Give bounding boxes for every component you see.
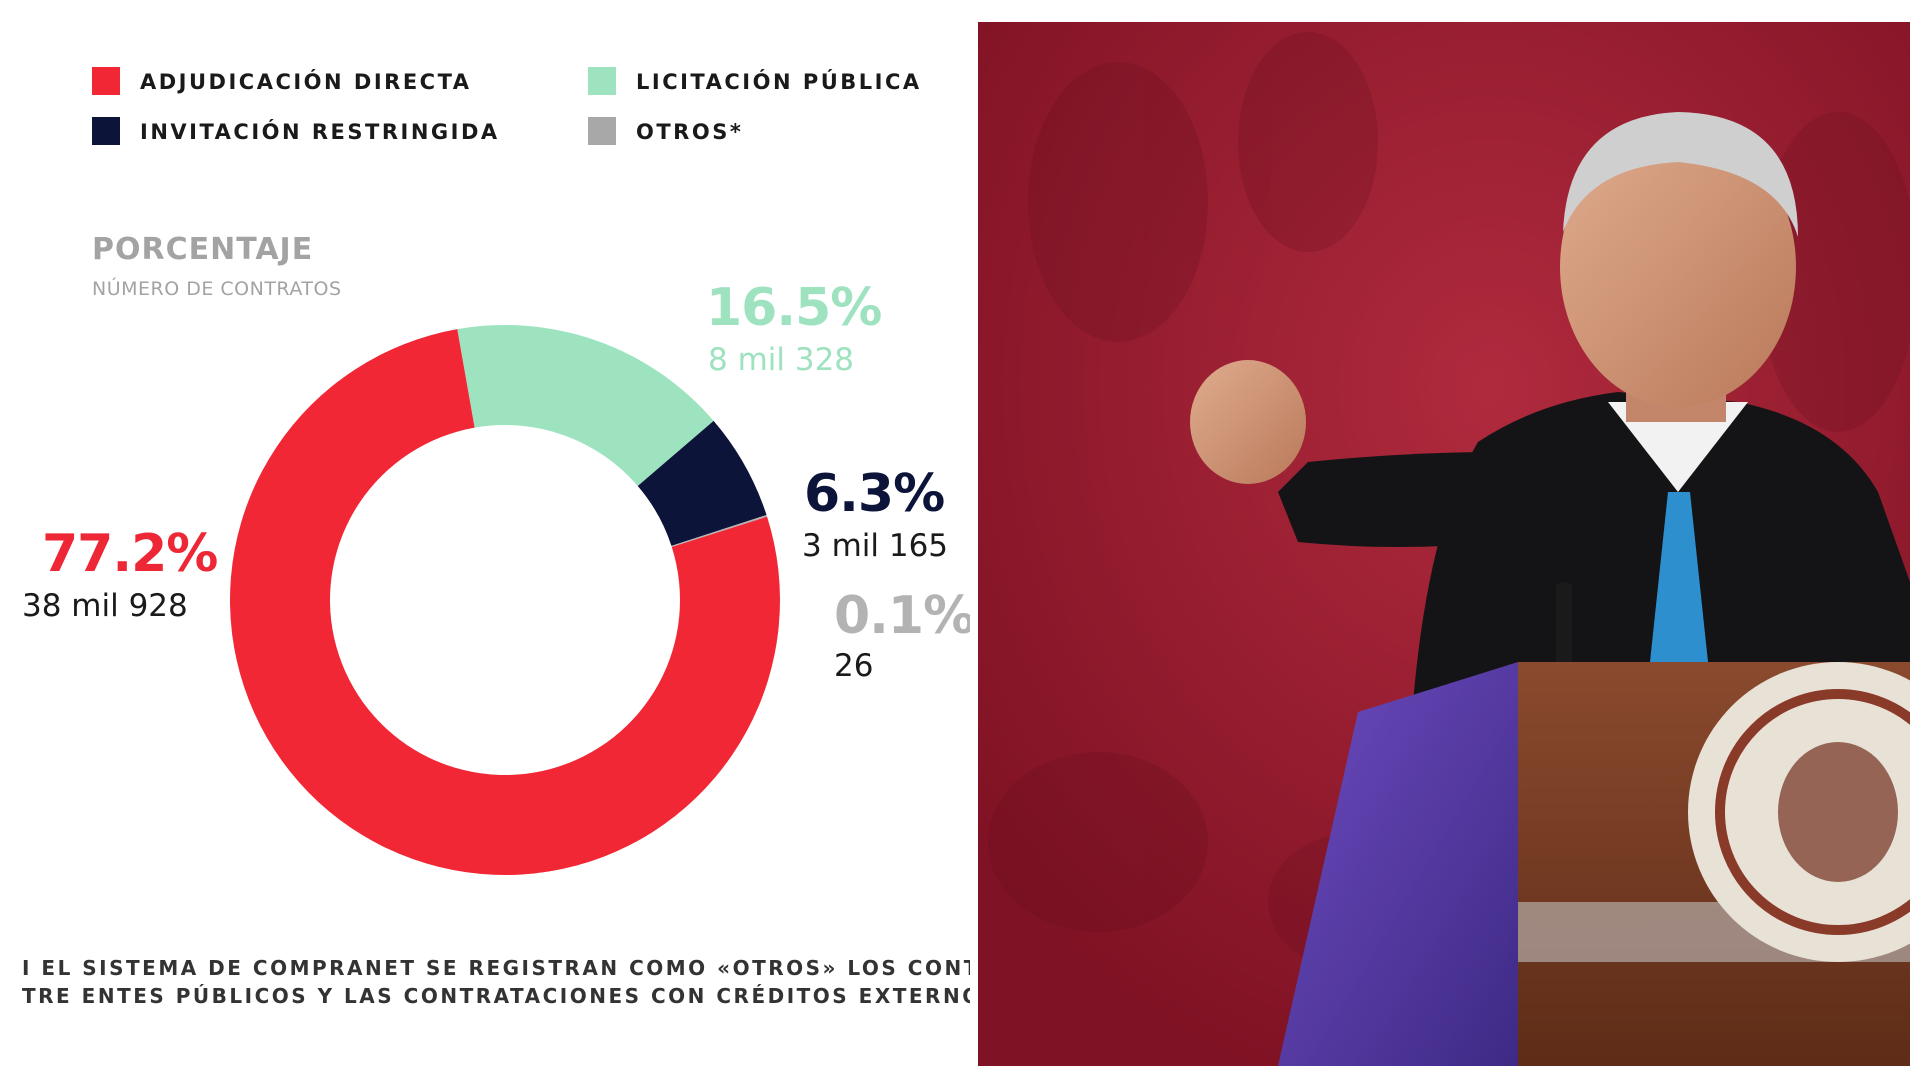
slice-invitacion — [637, 420, 767, 546]
legend-label: ADJUDICACIÓN DIRECTA — [140, 70, 472, 94]
pointing-hand — [1190, 360, 1306, 484]
legend-label: OTROS* — [636, 120, 744, 144]
chart-subtitle: NÚMERO DE CONTRATOS — [92, 278, 342, 300]
footnote-line-2: TRE ENTES PÚBLICOS Y LAS CONTRATACIONES … — [22, 984, 970, 1008]
legend-label: LICITACIÓN PÚBLICA — [636, 70, 922, 94]
slice-count-adjudicacion: 38 mil 928 — [22, 588, 188, 624]
slice-percent-invitacion: 6.3% — [804, 464, 945, 524]
slice-licitacion — [457, 325, 714, 486]
legend-swatch — [588, 67, 616, 95]
slice-count-licitacion: 8 mil 328 — [708, 342, 855, 378]
footnote-line-1: I EL SISTEMA DE COMPRANET SE REGISTRAN C… — [22, 956, 970, 980]
microphone — [1556, 582, 1572, 682]
slice-count-otros: 26 — [834, 648, 874, 684]
photo-panel — [978, 22, 1910, 1066]
slice-percent-adjudicacion: 77.2% — [42, 524, 218, 584]
extended-arm — [1278, 452, 1498, 547]
seal-eagle — [1778, 742, 1898, 882]
podium-side — [1278, 662, 1518, 1066]
slice-percent-otros: 0.1% — [834, 586, 970, 646]
shirt-collar — [1608, 402, 1748, 492]
slice-adjudicacion — [230, 329, 781, 875]
slice-percent-licitacion: 16.5% — [706, 278, 882, 338]
seal-ring — [1715, 689, 1910, 935]
legend-label: INVITACIÓN RESTRINGIDA — [140, 120, 500, 144]
donut-chart — [230, 325, 781, 875]
tie — [1650, 492, 1708, 702]
press-conference-photo — [978, 22, 1910, 1066]
hair — [1563, 112, 1798, 237]
background-motifs — [988, 32, 1910, 972]
slice-otros — [671, 515, 768, 547]
slice-count-invitacion: 3 mil 165 — [802, 528, 949, 564]
head — [1560, 127, 1796, 407]
legend-swatch — [92, 67, 120, 95]
legend-swatch — [588, 117, 616, 145]
chart-panel: ADJUDICACIÓN DIRECTA LICITACIÓN PÚBLICA … — [22, 67, 970, 1008]
chart-title: PORCENTAJE — [92, 232, 314, 267]
legend-swatch — [92, 117, 120, 145]
